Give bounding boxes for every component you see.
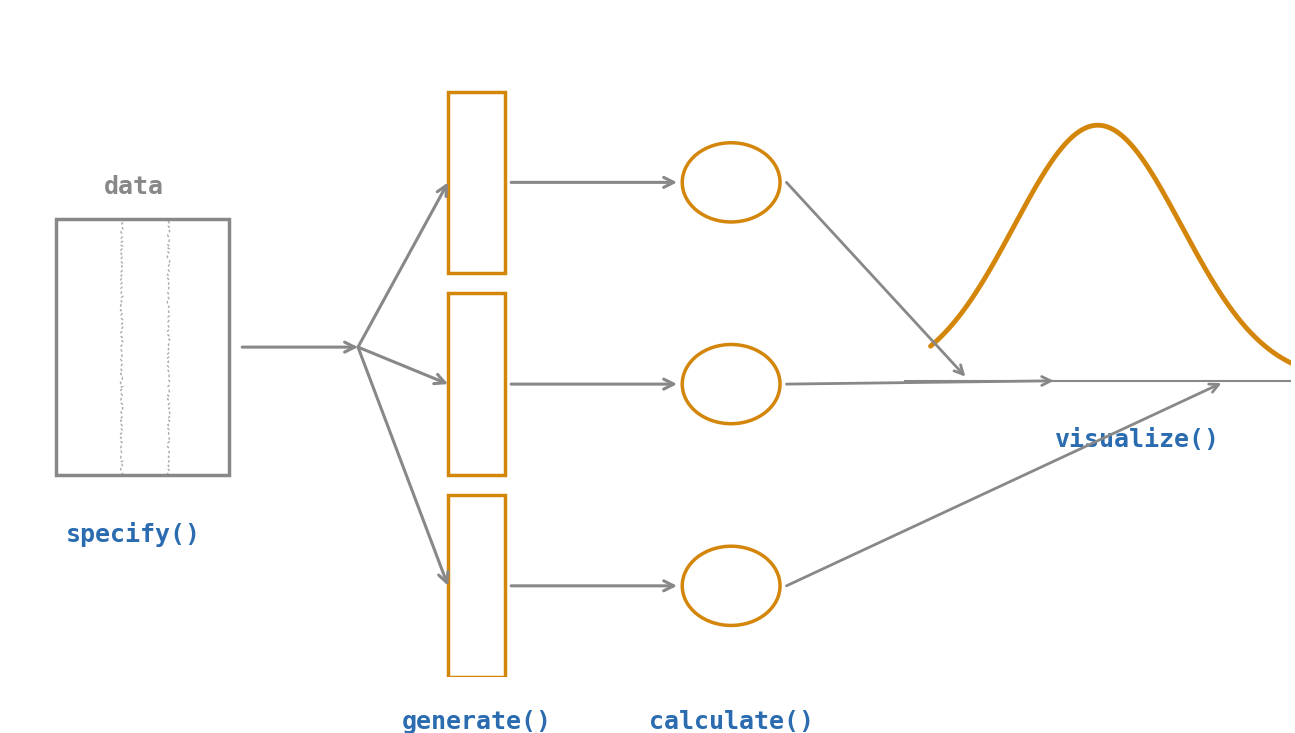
- Bar: [448, 92, 505, 273]
- Ellipse shape: [682, 345, 780, 424]
- Bar: [448, 495, 505, 677]
- Bar: [448, 293, 505, 475]
- Text: specify(): specify(): [66, 522, 201, 547]
- Text: calculate(): calculate(): [649, 710, 813, 733]
- Ellipse shape: [682, 546, 780, 625]
- Text: generate(): generate(): [401, 710, 552, 733]
- Bar: [56, 219, 229, 475]
- Ellipse shape: [682, 143, 780, 222]
- Text: visualize(): visualize(): [1054, 428, 1219, 452]
- Text: data: data: [104, 175, 163, 199]
